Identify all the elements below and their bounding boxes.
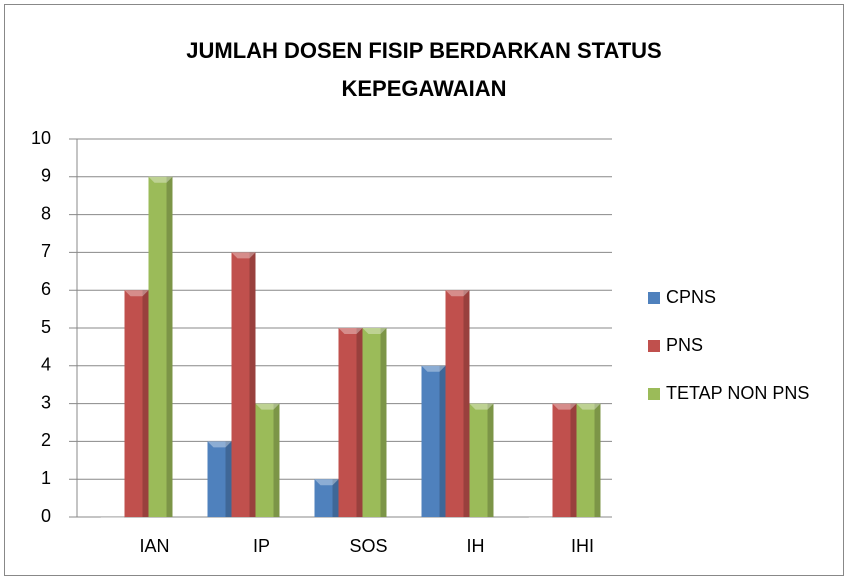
x-tick-label: IHI — [571, 536, 594, 556]
y-tick-label: 6 — [41, 279, 51, 299]
bar — [528, 517, 553, 523]
y-tick-label: 1 — [41, 468, 51, 488]
y-tick-label: 3 — [41, 392, 51, 412]
legend-swatch — [648, 388, 660, 400]
y-tick-label: 4 — [41, 355, 51, 375]
bar — [576, 403, 601, 517]
y-tick-label: 7 — [41, 241, 51, 261]
bar — [445, 290, 470, 517]
y-tick-label: 8 — [41, 203, 51, 223]
bar — [362, 328, 387, 517]
bar — [100, 517, 125, 523]
bar — [255, 403, 280, 517]
y-tick-label: 5 — [41, 317, 51, 337]
bar — [231, 252, 256, 517]
legend-label: PNS — [666, 335, 703, 355]
legend-label: TETAP NON PNS — [666, 383, 809, 403]
legend-label: CPNS — [666, 287, 716, 307]
x-tick-label: IP — [253, 536, 270, 556]
chart-title: KEPEGAWAIAN — [341, 76, 506, 101]
x-tick-label: IAN — [139, 536, 169, 556]
bar — [207, 441, 232, 517]
x-tick-label: IH — [467, 536, 485, 556]
bar — [124, 290, 149, 517]
bar — [421, 365, 446, 517]
bar — [552, 403, 577, 517]
bar — [338, 328, 363, 517]
legend-swatch — [648, 340, 660, 352]
chart-title: JUMLAH DOSEN FISIP BERDARKAN STATUS — [186, 38, 661, 63]
legend-swatch — [648, 292, 660, 304]
y-tick-label: 0 — [41, 506, 51, 526]
x-tick-label: SOS — [349, 536, 387, 556]
y-tick-label: 2 — [41, 430, 51, 450]
bar — [314, 479, 339, 517]
bar — [148, 176, 173, 518]
bar — [469, 403, 494, 517]
y-tick-label: 9 — [41, 166, 51, 186]
y-tick-label: 10 — [31, 128, 51, 148]
